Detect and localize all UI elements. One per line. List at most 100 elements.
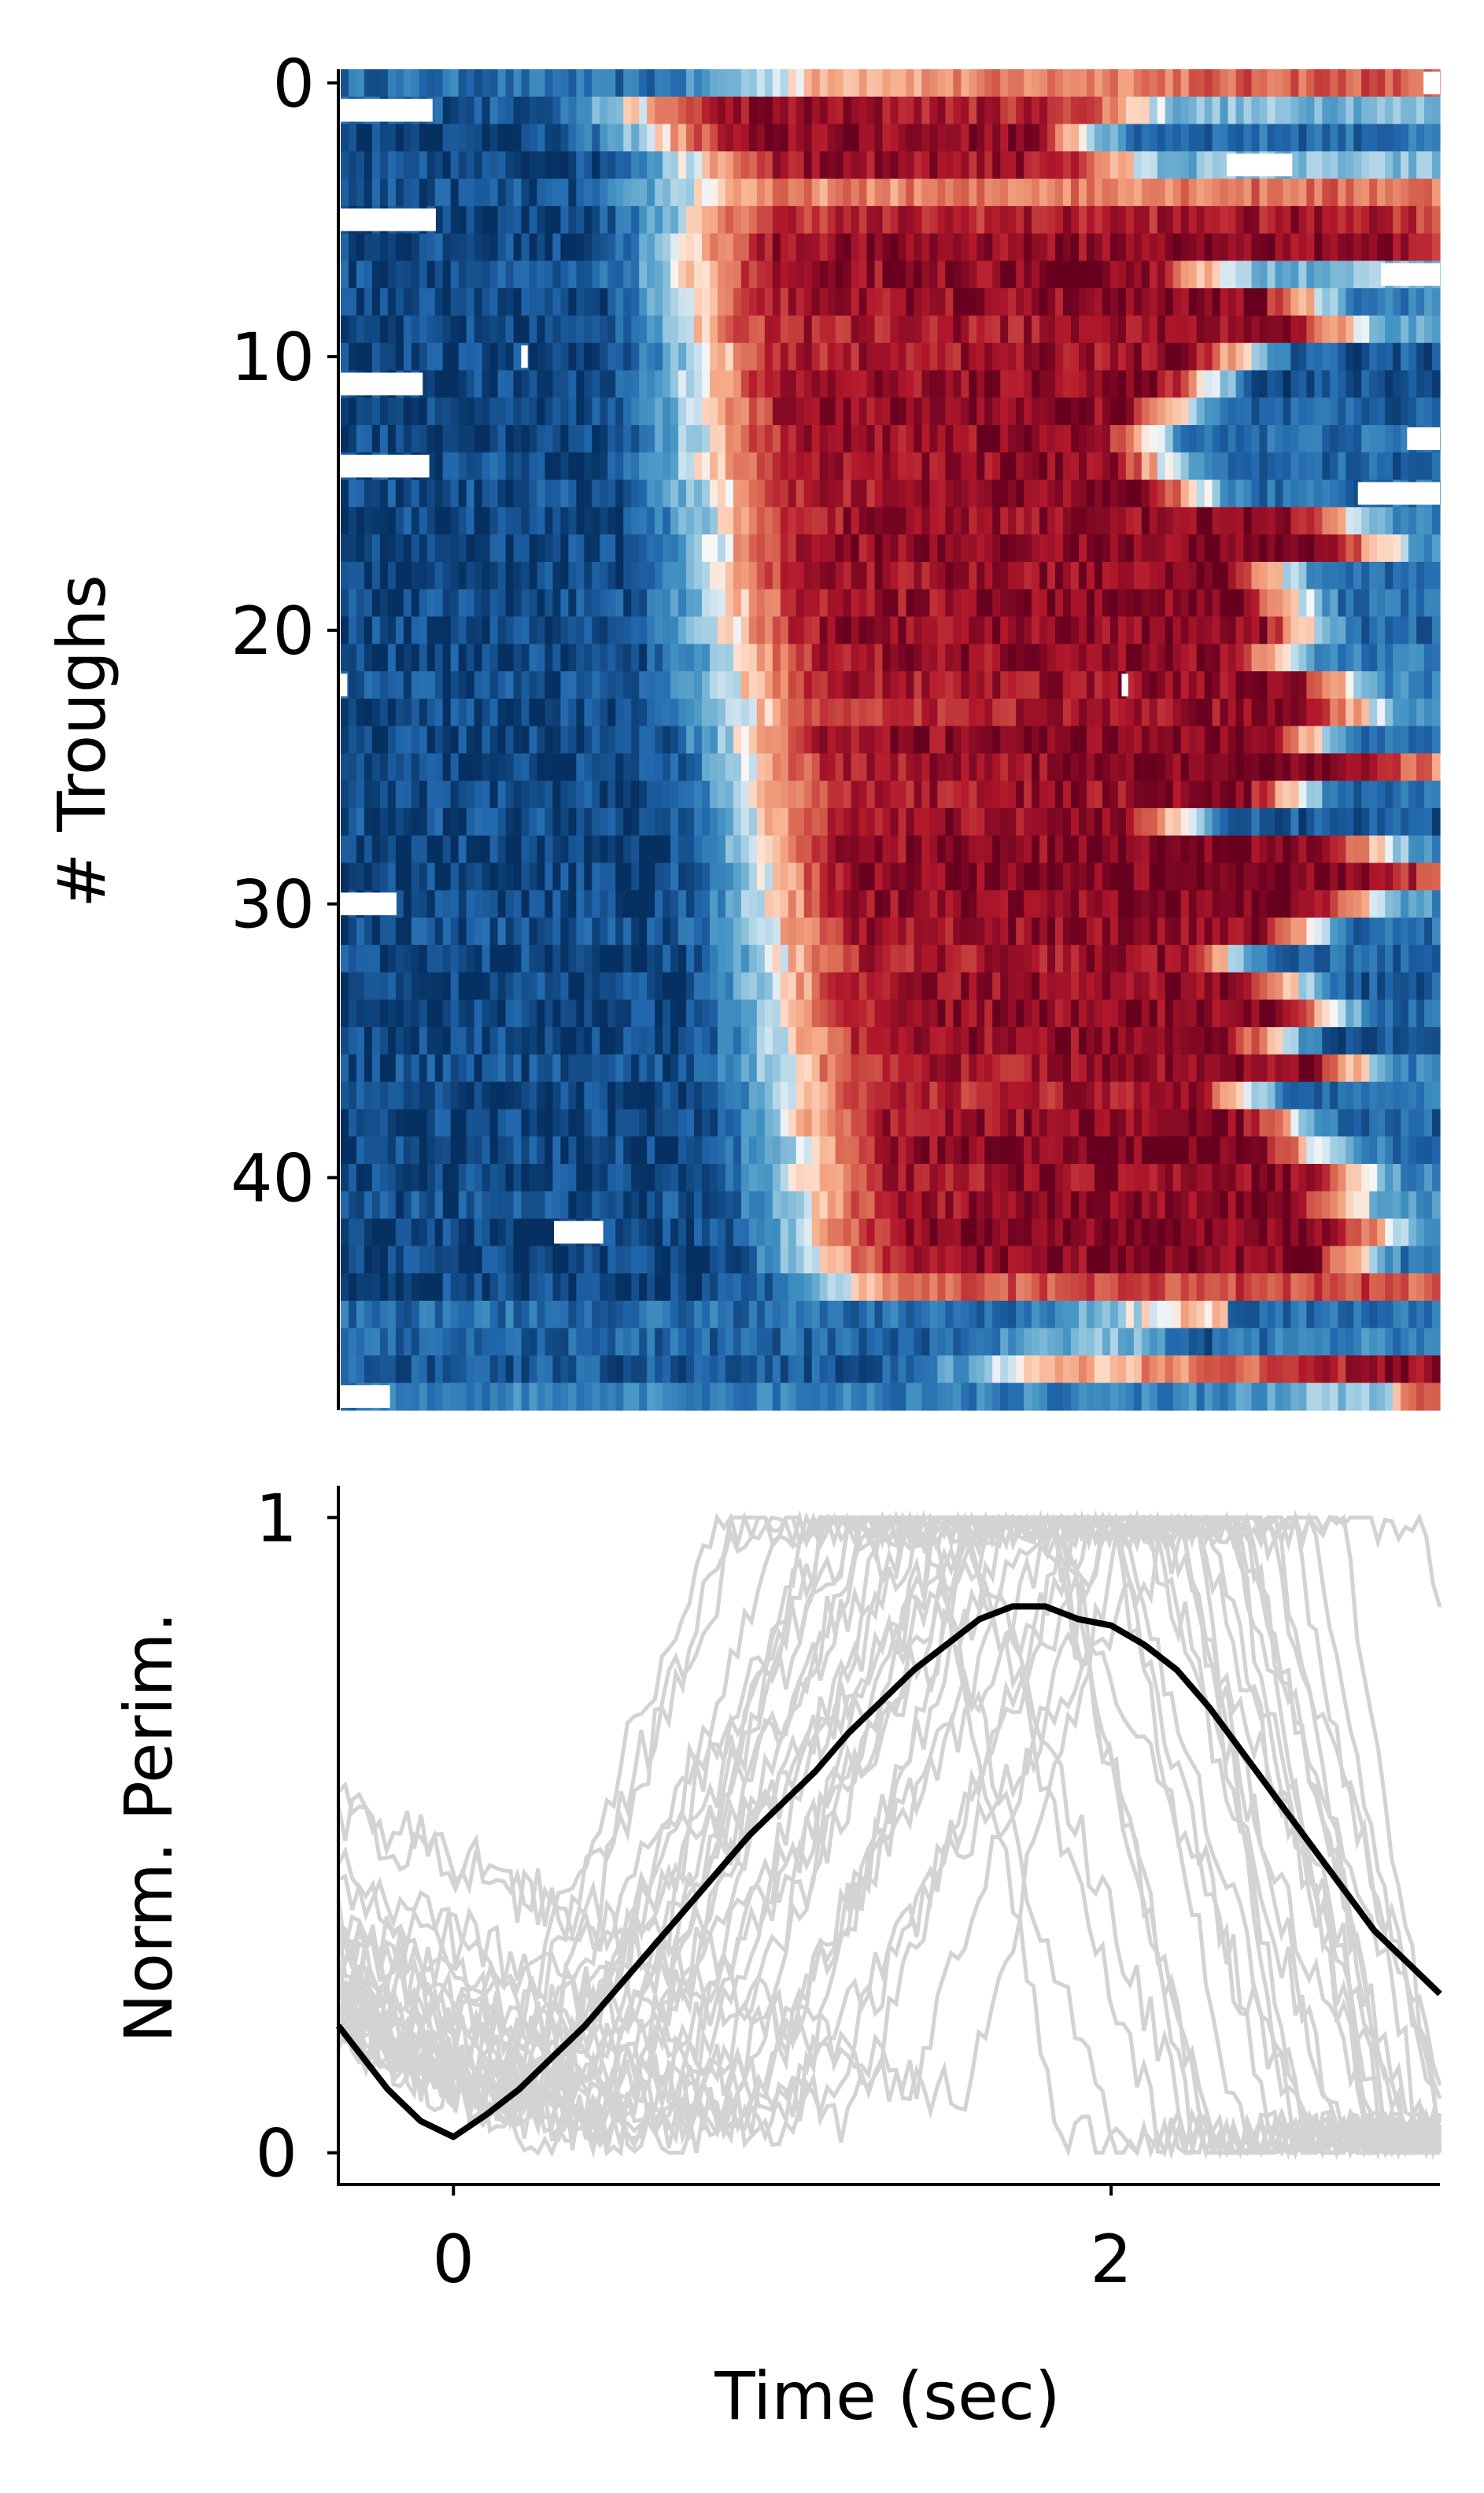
- heatmap-cell: [1353, 507, 1362, 535]
- heatmap-cell: [953, 671, 962, 700]
- heatmap-cell: [976, 671, 985, 700]
- heatmap-row: [341, 561, 1441, 590]
- heatmap-cell: [592, 534, 600, 563]
- heatmap-cell: [984, 890, 993, 918]
- heatmap-cell: [1369, 425, 1378, 453]
- heatmap-cell: [1298, 616, 1307, 644]
- heatmap-cell: [545, 69, 554, 98]
- heatmap-cell: [1063, 397, 1072, 426]
- heatmap-cell: [1369, 205, 1378, 235]
- heatmap-cell: [356, 671, 365, 700]
- heatmap-row: [341, 370, 1441, 398]
- heatmap-cell: [921, 589, 930, 618]
- heatmap-cell: [670, 233, 679, 262]
- heatmap-cell: [639, 288, 648, 316]
- heatmap-cell: [552, 972, 561, 1000]
- heatmap-cell: [1306, 918, 1315, 946]
- heatmap-cell: [1165, 534, 1174, 563]
- heatmap-cell: [819, 561, 829, 590]
- heatmap-cell: [1361, 315, 1370, 344]
- heatmap-cell: [631, 616, 640, 644]
- heatmap-cell: [655, 507, 663, 535]
- heatmap-cell: [1071, 918, 1080, 946]
- heatmap-cell: [450, 671, 460, 700]
- heatmap-cell: [969, 534, 977, 563]
- heatmap-cell: [1346, 561, 1354, 590]
- heatmap-cell: [1338, 972, 1346, 1000]
- heatmap-cell: [663, 370, 671, 398]
- heatmap-cell: [607, 726, 616, 754]
- heatmap-cell: [678, 507, 687, 535]
- heatmap-cell: [1149, 179, 1158, 207]
- heatmap-cell: [1196, 233, 1205, 262]
- heatmap-cell: [521, 205, 530, 235]
- heatmap-cell: [403, 425, 412, 453]
- heatmap-cell: [976, 233, 985, 262]
- heatmap-cell: [1125, 479, 1135, 508]
- heatmap-cell: [1157, 671, 1166, 700]
- heatmap-cell: [1322, 397, 1331, 426]
- heatmap-cell: [434, 69, 444, 98]
- heatmap-cell: [623, 124, 632, 152]
- heatmap-cell: [1259, 507, 1268, 535]
- heatmap-cell: [890, 781, 899, 809]
- heatmap-cell: [686, 862, 695, 891]
- heatmap-cell: [1393, 835, 1401, 864]
- heatmap-cell: [1117, 698, 1127, 727]
- heatmap-cell: [1117, 370, 1127, 398]
- heatmap-cell: [772, 1027, 781, 1055]
- heatmap-cell: [851, 890, 860, 918]
- heatmap-cell: [356, 288, 365, 316]
- heatmap-cell: [600, 616, 608, 644]
- heatmap-cell: [1432, 644, 1441, 672]
- heatmap-cell: [1212, 397, 1221, 426]
- heatmap-cell: [961, 96, 969, 125]
- heatmap-cell: [1346, 179, 1354, 207]
- heatmap-cell: [1251, 534, 1261, 563]
- heatmap-cell: [1086, 342, 1095, 371]
- heatmap-cell: [1306, 507, 1315, 535]
- heatmap-cell: [882, 698, 892, 727]
- heatmap-cell: [1361, 534, 1370, 563]
- heatmap-cell: [1024, 644, 1032, 672]
- heatmap-cell: [882, 561, 892, 590]
- heatmap-cell: [811, 918, 821, 946]
- heatmap-cell: [1133, 589, 1143, 618]
- heatmap-cell: [1117, 616, 1127, 644]
- heatmap-cell: [387, 698, 397, 727]
- heatmap-cell: [953, 972, 962, 1000]
- heatmap-cell: [387, 534, 397, 563]
- heatmap-cell: [725, 589, 734, 618]
- heatmap-cell: [851, 452, 860, 481]
- heatmap-cell: [851, 124, 860, 152]
- heatmap-cell: [1149, 151, 1158, 179]
- heatmap-cell: [639, 479, 648, 508]
- heatmap-cell: [961, 370, 969, 398]
- heatmap-cell: [858, 698, 868, 727]
- heatmap-cell: [513, 179, 522, 207]
- heatmap-cell: [906, 397, 915, 426]
- heatmap-cell: [482, 452, 491, 481]
- heatmap-cell: [1393, 753, 1401, 781]
- heatmap-cell: [521, 644, 530, 672]
- heatmap-cell: [497, 753, 507, 781]
- heatmap-cell: [529, 452, 538, 481]
- heatmap-cell: [1416, 671, 1425, 700]
- heatmap-cell: [1267, 999, 1276, 1028]
- heatmap-cell: [395, 972, 404, 1000]
- heatmap-cell: [411, 233, 420, 262]
- heatmap-cell: [1251, 370, 1261, 398]
- heatmap-cell: [1172, 452, 1182, 481]
- heatmap-cell: [1188, 179, 1198, 207]
- heatmap-cell: [568, 342, 577, 371]
- heatmap-cell: [663, 151, 671, 179]
- heatmap-cell: [694, 671, 703, 700]
- heatmap-cell: [1306, 315, 1315, 344]
- heatmap-cell: [568, 781, 577, 809]
- heatmap-cell: [961, 479, 969, 508]
- heatmap-cell: [1330, 452, 1338, 481]
- heatmap-cell: [1338, 260, 1346, 289]
- heatmap-cell: [827, 698, 836, 727]
- heatmap-cell: [803, 753, 813, 781]
- heatmap-cell: [419, 890, 428, 918]
